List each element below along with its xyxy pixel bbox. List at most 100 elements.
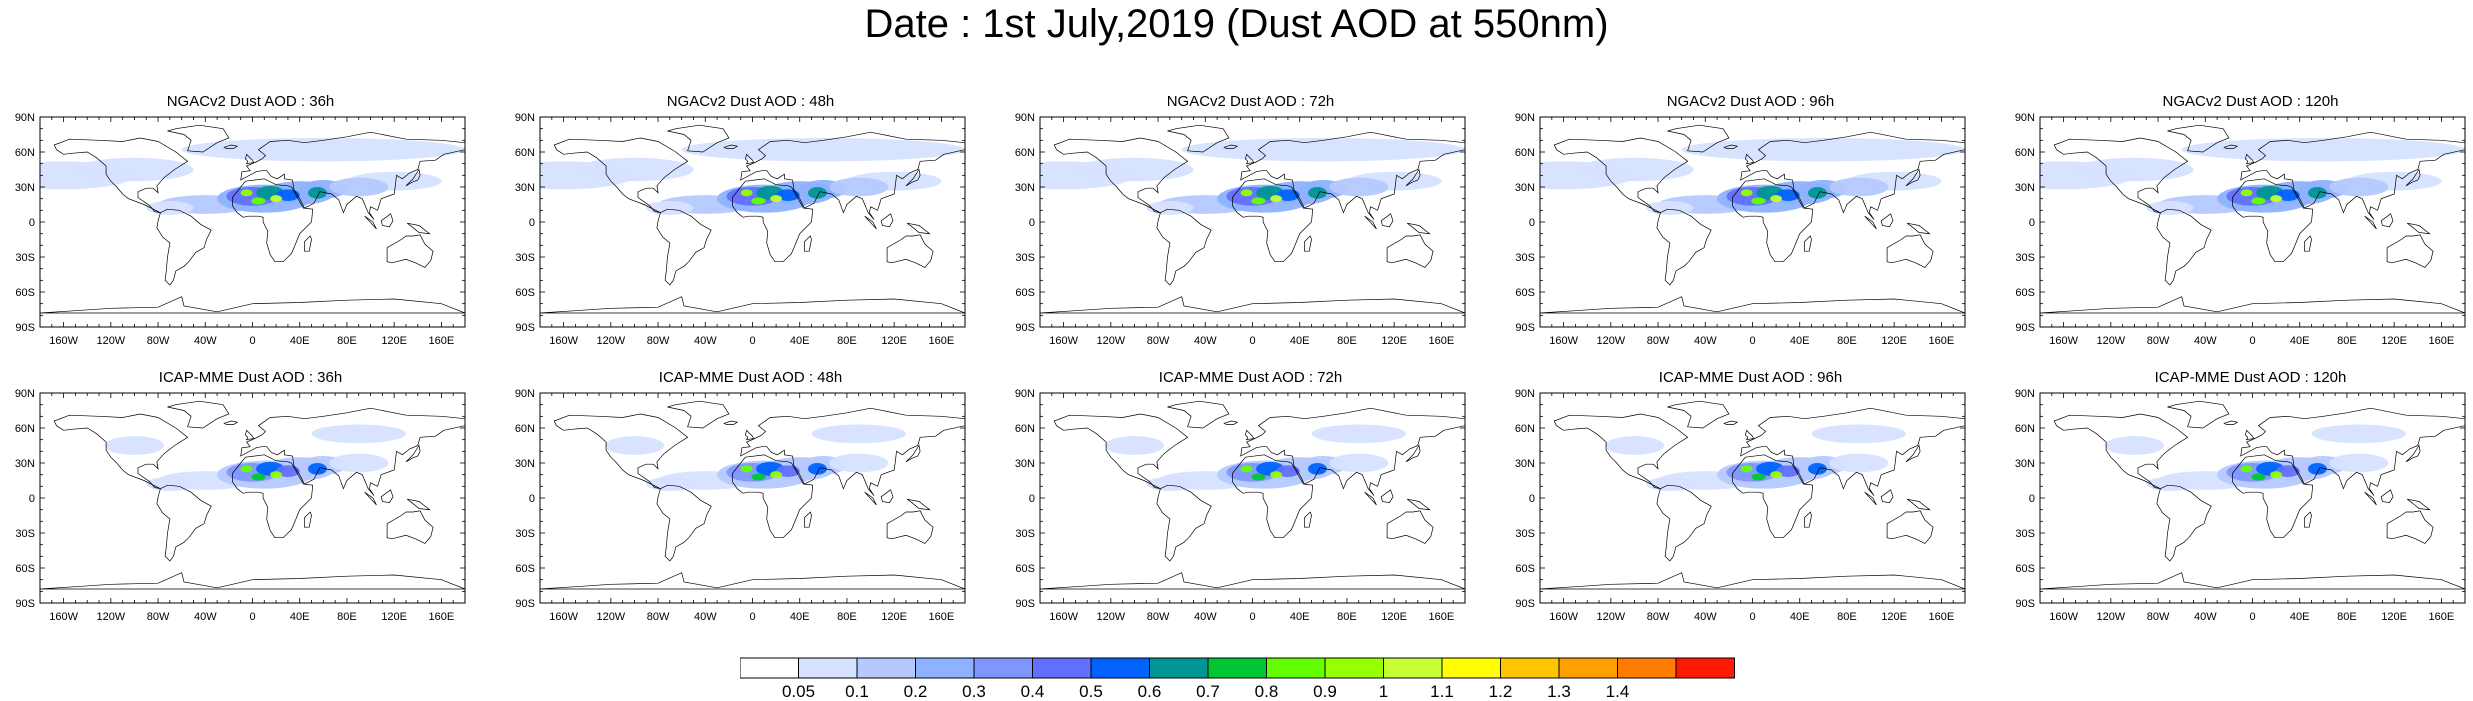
map-field bbox=[2040, 124, 2465, 314]
aod-blob-1 bbox=[1104, 436, 1164, 455]
lon-label: 160E bbox=[929, 611, 955, 623]
map-frame bbox=[1539, 392, 1966, 604]
aod-blob-10 bbox=[2329, 177, 2389, 197]
colorbar-swatch bbox=[1383, 657, 1443, 679]
coastline-1 bbox=[53, 137, 189, 214]
coastline-10 bbox=[723, 420, 739, 425]
lon-label: 120E bbox=[881, 611, 907, 623]
aod-blob-6 bbox=[1146, 201, 1194, 215]
colorbar-swatch bbox=[1617, 657, 1677, 679]
map-field bbox=[40, 124, 465, 314]
lon-label: 40W bbox=[194, 611, 217, 623]
map-field bbox=[1040, 124, 1465, 314]
map-field bbox=[540, 124, 965, 314]
coastline-11 bbox=[864, 491, 877, 506]
lon-label: 0 bbox=[1749, 335, 1755, 347]
aod-blob-1 bbox=[2104, 436, 2164, 455]
coastline-12 bbox=[880, 489, 894, 504]
lat-label: 0 bbox=[1529, 217, 1535, 229]
map-field bbox=[540, 400, 965, 590]
coastline-4 bbox=[240, 131, 465, 220]
aod-blob-12 bbox=[307, 463, 327, 475]
coastline-14 bbox=[1304, 511, 1312, 528]
coastline-5 bbox=[2386, 234, 2434, 268]
colorbar-label: 0.05 bbox=[782, 682, 815, 701]
coastline-6 bbox=[1167, 400, 1230, 429]
lon-label: 120W bbox=[596, 335, 625, 347]
colorbar-swatch bbox=[740, 657, 799, 679]
coastline-7 bbox=[2040, 572, 2465, 590]
map-svg: 90N 60N 30N 0 30S 60S 90S 160W 120W 80W 40W 0 40E 80E… bbox=[1015, 112, 1466, 347]
coastline-9 bbox=[1905, 444, 1921, 463]
lon-label: 120E bbox=[1881, 335, 1907, 347]
lon-label: 80E bbox=[337, 335, 357, 347]
coastline-3 bbox=[2232, 454, 2314, 539]
coastline-8 bbox=[245, 153, 255, 165]
coastline-13 bbox=[406, 498, 431, 511]
coastline-7 bbox=[40, 296, 465, 314]
lon-label: 80W bbox=[2147, 335, 2170, 347]
coastline-9 bbox=[1905, 168, 1921, 187]
aod-blob-15 bbox=[770, 471, 783, 479]
coastline-4 bbox=[740, 131, 965, 220]
coastline-1 bbox=[1053, 137, 1189, 214]
coastline-2 bbox=[656, 484, 712, 562]
lon-label: 40W bbox=[694, 611, 717, 623]
lat-label: 90S bbox=[1015, 322, 1035, 334]
coastline-6 bbox=[2167, 400, 2230, 429]
aod-blob-10 bbox=[1329, 177, 1389, 197]
lat-label: 60N bbox=[515, 147, 535, 159]
lon-label: 80E bbox=[1837, 611, 1857, 623]
coastline-10 bbox=[2223, 144, 2239, 149]
aod-blob-17 bbox=[2270, 195, 2283, 203]
aod-blob-13 bbox=[1276, 189, 1300, 201]
lat-label: 30S bbox=[15, 252, 35, 264]
lon-label: 0 bbox=[249, 335, 255, 347]
lon-label: 160W bbox=[1549, 611, 1578, 623]
coastline-14 bbox=[304, 511, 312, 528]
map-svg: 90N 60N 30N 0 30S 60S 90S 160W 120W 80W 40W 0 40E 80E… bbox=[1515, 112, 1966, 347]
coastline-8 bbox=[745, 153, 755, 165]
aod-blob-2 bbox=[1575, 157, 1694, 182]
lat-label: 90S bbox=[515, 598, 535, 610]
coastline-3 bbox=[232, 178, 314, 263]
coastline-4 bbox=[240, 407, 465, 496]
lon-label: 160W bbox=[549, 335, 578, 347]
lat-label: 90S bbox=[15, 598, 35, 610]
lon-label: 40E bbox=[1790, 335, 1810, 347]
aod-blob-13 bbox=[2251, 473, 2266, 481]
lon-label: 40W bbox=[1194, 611, 1217, 623]
lon-label: 160E bbox=[1429, 335, 1455, 347]
lat-label: 90N bbox=[1015, 112, 1035, 124]
coastline-9 bbox=[2405, 444, 2421, 463]
lon-label: 160W bbox=[2049, 335, 2078, 347]
coastline-12 bbox=[2380, 213, 2394, 228]
lat-label: 60S bbox=[2015, 287, 2035, 299]
coastline-12 bbox=[2380, 489, 2394, 504]
map-panel-9: ICAP-MME Dust AOD : 96h 90N 60N 30N 0 30S 60S 9… bbox=[1500, 368, 1966, 623]
coastline-6 bbox=[1167, 124, 1230, 153]
coastline-11 bbox=[2364, 215, 2377, 230]
aod-blob-14 bbox=[2307, 187, 2327, 199]
aod-blob-2 bbox=[2075, 157, 2194, 182]
lat-label: 0 bbox=[1029, 493, 1035, 505]
aod-blob-3 bbox=[181, 138, 465, 162]
lon-label: 160W bbox=[2049, 611, 2078, 623]
coastline-7 bbox=[540, 572, 965, 590]
colorbar-swatch bbox=[1032, 657, 1092, 679]
map-panel-5: NGACv2 Dust AOD : 120h 90N 60N 30N 0 30S 60S 90… bbox=[2000, 92, 2466, 347]
lon-label: 160W bbox=[1549, 335, 1578, 347]
coastline-13 bbox=[1406, 498, 1431, 511]
colorbar-label: 1.4 bbox=[1606, 682, 1630, 701]
coastline-5 bbox=[1886, 234, 1934, 268]
coastline-10 bbox=[223, 420, 239, 425]
coastline-7 bbox=[1540, 296, 1965, 314]
lon-label: 160E bbox=[1929, 611, 1955, 623]
lon-label: 80W bbox=[1647, 611, 1670, 623]
lat-label: 30S bbox=[515, 252, 535, 264]
panel-title: ICAP-MME Dust AOD : 72h bbox=[1158, 369, 1343, 386]
coastline-6 bbox=[2167, 124, 2230, 153]
aod-blob-1 bbox=[604, 436, 664, 455]
coastline-9 bbox=[2405, 168, 2421, 187]
coastline-8 bbox=[2245, 429, 2255, 441]
